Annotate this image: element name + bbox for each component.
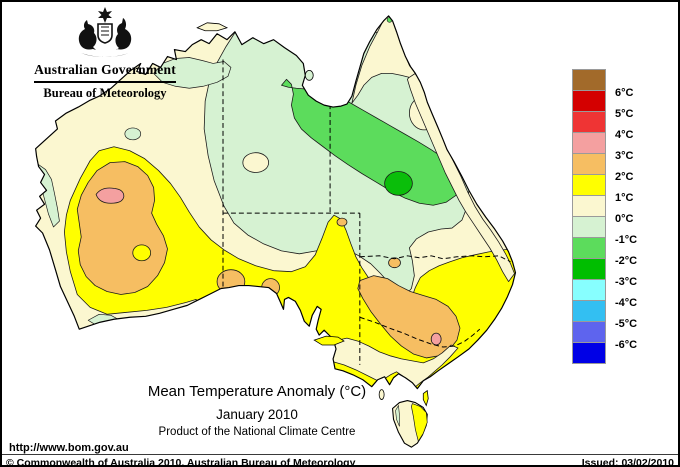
legend-swatch-2 bbox=[572, 153, 606, 175]
bom-url: http://www.bom.gov.au bbox=[9, 442, 129, 454]
region-dark-green-core bbox=[384, 171, 413, 196]
kangaroo-icon bbox=[78, 20, 97, 50]
legend-swatch-6 bbox=[572, 69, 606, 91]
government-label: Australian Government bbox=[34, 62, 176, 77]
state-borders bbox=[222, 59, 511, 365]
issued-date: Issued: 03/02/2010 bbox=[581, 457, 674, 467]
legend-label: 4°C bbox=[615, 129, 634, 141]
legend-label: -1°C bbox=[615, 234, 638, 246]
legend-label: -3°C bbox=[615, 276, 638, 288]
legend-swatch-neg2 bbox=[572, 237, 606, 259]
legend-label: -2°C bbox=[615, 255, 638, 267]
legend-label: 3°C bbox=[615, 150, 634, 162]
melville-island bbox=[196, 22, 229, 32]
flinders-island bbox=[422, 389, 429, 407]
kangaroo-island bbox=[313, 335, 345, 346]
region-kimberley-green-patch-2 bbox=[124, 127, 142, 141]
region-wa-yellow-hole bbox=[132, 244, 152, 262]
legend-swatch-0 bbox=[572, 195, 606, 217]
legend-swatch-neg1 bbox=[572, 216, 606, 238]
bureau-label: Bureau of Meteorology bbox=[43, 86, 167, 100]
legend-swatch-5 bbox=[572, 90, 606, 112]
footer-divider bbox=[2, 454, 678, 455]
emu-icon bbox=[115, 18, 132, 50]
star-icon bbox=[98, 7, 112, 23]
wreath-icon bbox=[81, 53, 129, 57]
legend-swatch-neg3 bbox=[572, 258, 606, 280]
legend-label: -6°C bbox=[615, 339, 638, 351]
map-product: Product of the National Climate Centre bbox=[158, 426, 356, 438]
coat-of-arms bbox=[78, 7, 132, 57]
legend-swatch-neg4 bbox=[572, 279, 606, 301]
region-sa-orange-1 bbox=[216, 269, 246, 294]
map-title: Mean Temperature Anomaly (°C) bbox=[147, 383, 367, 400]
legend-label: -4°C bbox=[615, 297, 638, 309]
legend-swatch-4 bbox=[572, 111, 606, 133]
islands bbox=[196, 22, 429, 407]
legend-label: 1°C bbox=[615, 192, 634, 204]
region-cream-oval bbox=[242, 152, 270, 173]
region-se-pink bbox=[430, 332, 442, 346]
legend-swatch-1 bbox=[572, 174, 606, 196]
legend-label: 2°C bbox=[615, 171, 634, 183]
region-wa-pink bbox=[95, 187, 125, 204]
tasmania bbox=[392, 400, 428, 448]
groote-island bbox=[304, 70, 314, 81]
legend-label: -5°C bbox=[615, 318, 638, 330]
region-kimberley-green-patch bbox=[153, 57, 232, 89]
king-island bbox=[378, 389, 385, 400]
header-divider bbox=[34, 81, 176, 83]
tasmania-green-sliver bbox=[395, 404, 400, 427]
tasmania-yellow-strip bbox=[411, 403, 428, 443]
coastline bbox=[35, 15, 517, 390]
header: Australian Government Bureau of Meteorol… bbox=[28, 5, 182, 101]
map-titles: Mean Temperature Anomaly (°C) January 20… bbox=[92, 383, 422, 438]
temperature-legend: 6°C 5°C 4°C 3°C 2°C 1°C 0°C -1°C -2°C -3… bbox=[572, 69, 637, 364]
legend-swatch-neg6 bbox=[572, 321, 606, 343]
legend-swatch-3 bbox=[572, 132, 606, 154]
legend-label: 6°C bbox=[615, 87, 634, 99]
region-vic-cream-band bbox=[329, 337, 459, 389]
legend-label: 5°C bbox=[615, 108, 634, 120]
copyright-text: © Commonwealth of Australia 2010, Austra… bbox=[6, 457, 356, 467]
legend-swatch-neg5 bbox=[572, 300, 606, 322]
region-qld-orange-dot bbox=[388, 257, 401, 269]
legend-swatch-bottom bbox=[572, 342, 606, 364]
legend-label: 0°C bbox=[615, 213, 634, 225]
region-qld-orange-dot-2 bbox=[336, 217, 348, 227]
map-period: January 2010 bbox=[216, 407, 298, 422]
